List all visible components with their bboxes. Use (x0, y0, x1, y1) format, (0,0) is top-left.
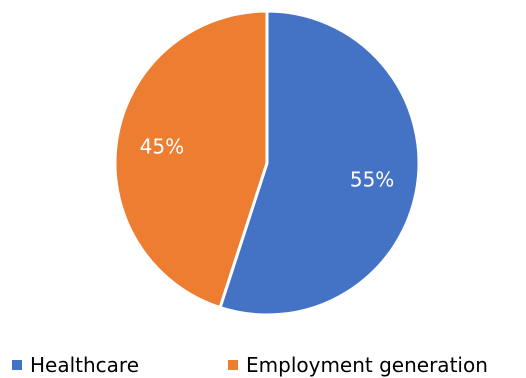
chart-legend: Healthcare Employment generation (0, 352, 526, 378)
legend-item-employment-generation: Employment generation (228, 352, 488, 378)
legend-swatch-employment-generation (228, 360, 238, 370)
pie-slice-employment-generation (113, 9, 269, 310)
pie-slice-healthcare (218, 9, 421, 317)
pie-slices (113, 9, 421, 317)
data-label-employment-generation: 45% (140, 134, 184, 158)
legend-item-healthcare: Healthcare (12, 352, 139, 378)
legend-swatch-healthcare (12, 360, 22, 370)
data-label-healthcare: 55% (350, 168, 394, 192)
legend-label-employment-generation: Employment generation (246, 353, 488, 377)
legend-label-healthcare: Healthcare (30, 353, 140, 377)
pie-data-labels: 55% 45% (140, 134, 395, 191)
